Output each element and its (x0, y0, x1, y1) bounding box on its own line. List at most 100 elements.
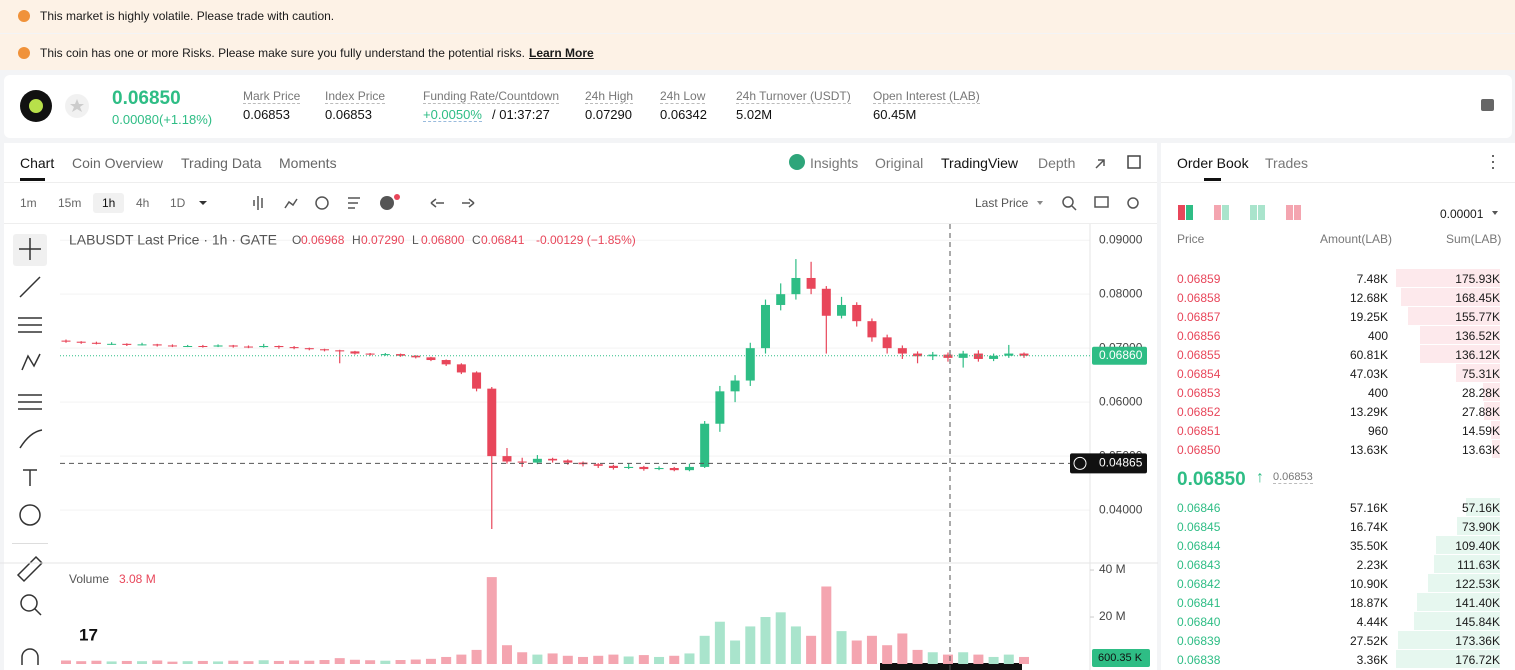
ob-sum: 155.77K (1455, 310, 1500, 324)
ob-sum: 176.72K (1455, 653, 1500, 667)
candle-body (152, 344, 162, 346)
volume-bar (684, 653, 695, 664)
candle-body (1019, 353, 1029, 356)
ob-tab[interactable]: Trades (1265, 155, 1309, 171)
ob-price: 0.06843 (1177, 558, 1221, 572)
interval[interactable]: 1m (20, 196, 37, 210)
stat-value: / 01:37:27 (492, 107, 550, 122)
divider (1161, 182, 1515, 183)
ob-sum: 173.36K (1455, 634, 1500, 648)
ob-header: Sum(LAB) (1446, 232, 1502, 246)
stat-label: Funding Rate/Countdown (423, 89, 560, 104)
ob-amount: 13.63K (1349, 443, 1388, 457)
legend-change: -0.00129 (−1.85%) (536, 233, 636, 247)
ob-sum: 109.40K (1455, 539, 1500, 553)
candle-body (517, 461, 527, 463)
volume-bar (699, 635, 710, 664)
candle-body (897, 348, 907, 354)
ob-price: 0.06845 (1177, 520, 1221, 534)
interval[interactable]: 1D (170, 196, 186, 210)
ob-amount: 400 (1367, 386, 1388, 400)
volume-bar (228, 660, 239, 664)
ob-price: 0.06839 (1177, 634, 1221, 648)
volume-bar (958, 652, 969, 664)
candle-body (593, 464, 603, 466)
candle-body (608, 465, 618, 468)
candle-body (806, 277, 816, 289)
volume-bar (61, 660, 71, 664)
volume-bar (273, 660, 284, 664)
depth-bar (1397, 631, 1500, 649)
ohlc-value: 0.06800 (421, 233, 465, 247)
volume-bar (745, 626, 756, 664)
ob-price: 0.06846 (1177, 501, 1221, 515)
stat-value: 0.07290 (585, 107, 632, 122)
volume-bar (942, 654, 953, 664)
ob-sum: 75.31K (1461, 367, 1500, 381)
ob-amount: 16.74K (1349, 520, 1388, 534)
volume-bar (790, 626, 801, 664)
price-type[interactable]: Last Price (975, 196, 1029, 210)
stat-label: 24h Low (660, 89, 706, 104)
candle-body (472, 372, 482, 389)
volume-bar (638, 655, 649, 664)
ob-price: 0.06853 (1177, 386, 1221, 400)
volume-bar (517, 652, 528, 664)
candle-body (335, 350, 345, 352)
ob-tab[interactable]: Order Book (1177, 155, 1249, 171)
interval[interactable]: 15m (58, 196, 82, 210)
candle-body (380, 354, 390, 356)
depth-bar (1466, 498, 1500, 516)
interval[interactable]: 4h (136, 196, 150, 210)
stat-label: Open Interest (LAB) (873, 89, 980, 104)
candle-body (487, 388, 497, 457)
candle-body (365, 353, 375, 355)
candle-body (760, 304, 770, 349)
stat-value: 0.06853 (325, 107, 372, 122)
depth-bar (1456, 517, 1500, 535)
volume-bar (182, 661, 193, 664)
candle-body (654, 467, 664, 470)
volume-bar (243, 661, 254, 664)
tab[interactable]: Chart (20, 155, 55, 171)
ob-sum: 136.52K (1455, 329, 1500, 343)
stat-label: 24h Turnover (USDT) (736, 89, 851, 104)
candle-body (259, 345, 269, 348)
svg-text:17: 17 (79, 625, 98, 644)
candle-body (943, 354, 953, 358)
volume-bar (608, 654, 619, 664)
ob-amount: 47.03K (1349, 367, 1388, 381)
depth-bar (1491, 440, 1500, 458)
icons (18, 10, 1498, 220)
candle-body (183, 345, 193, 347)
ob-price: 0.06850 (1177, 443, 1221, 457)
tab[interactable]: Moments (279, 155, 337, 171)
banner-link[interactable]: Learn More (529, 46, 594, 60)
view-tab[interactable]: Original (875, 155, 924, 171)
volume-bar (197, 660, 208, 664)
interval[interactable]: 1h (102, 196, 116, 210)
ob-sum: 145.84K (1455, 615, 1500, 629)
candle-body (213, 345, 223, 347)
ob-price: 0.06851 (1177, 424, 1221, 438)
candle-body (973, 353, 983, 359)
y-tick-label: 0.09000 (1099, 232, 1143, 246)
tab[interactable]: Coin Overview (72, 155, 164, 171)
ob-price: 0.06854 (1177, 367, 1221, 381)
candle-body (456, 364, 466, 373)
view-tab[interactable]: TradingView (941, 155, 1019, 171)
candle-body (243, 346, 253, 348)
view-tab[interactable]: Insights (810, 155, 859, 171)
ob-price: 0.06856 (1177, 329, 1221, 343)
candle-body (320, 349, 330, 351)
volume-bar (775, 612, 786, 664)
volume-bar (395, 660, 406, 664)
precision[interactable]: 0.00001 (1440, 207, 1484, 221)
ob-sum: 27.88K (1461, 405, 1500, 419)
volume-tag (1092, 649, 1150, 667)
tab[interactable]: Trading Data (181, 155, 262, 171)
view-tab[interactable]: Depth (1038, 155, 1076, 171)
candle-body (882, 337, 892, 349)
divider (4, 182, 1157, 183)
